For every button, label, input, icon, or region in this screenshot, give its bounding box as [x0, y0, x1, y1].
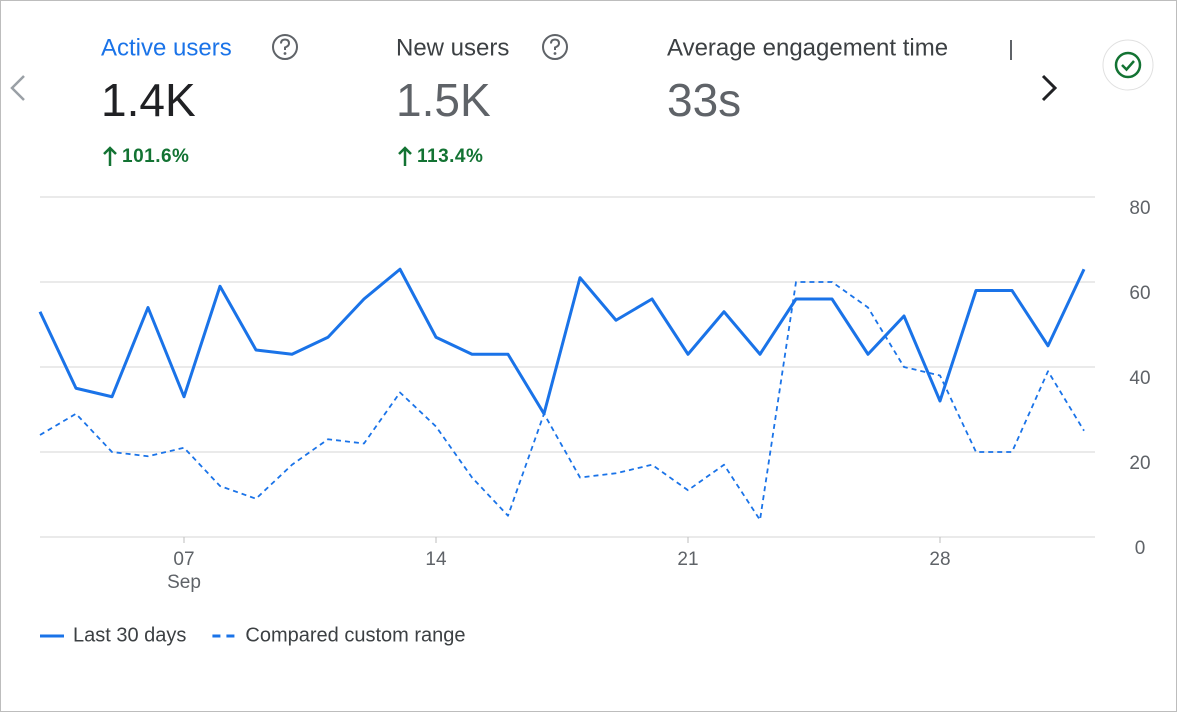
metric-change: 113.4% [417, 146, 483, 167]
metric-new-users[interactable]: New users 1.5K 113.4% [396, 34, 568, 167]
x-month-label: Sep [167, 572, 201, 593]
x-tick-label: 21 [677, 549, 698, 570]
metric-change: 101.6% [122, 146, 189, 167]
help-glyph [550, 38, 561, 50]
status-icon-check [1121, 60, 1135, 72]
up-arrow [103, 146, 117, 166]
y-tick-label: 20 [1129, 453, 1150, 474]
status-icon-bg [1102, 39, 1154, 91]
help-glyph [280, 38, 291, 50]
help-icon[interactable] [542, 34, 568, 60]
compare-line [39, 281, 1085, 521]
legend-label: Last 30 days [73, 624, 186, 646]
help-ring [542, 34, 568, 60]
x-tick-label: 14 [425, 549, 447, 570]
metric-label: Average engagement time [667, 34, 948, 61]
help-ring [272, 34, 298, 60]
prev-button[interactable] [10, 75, 25, 101]
metric-value: 1.5K [396, 74, 491, 126]
x-tick-label: 28 [929, 549, 950, 570]
up-arrow [398, 146, 412, 166]
next-button[interactable] [1041, 74, 1058, 102]
metric-label: Active users [101, 34, 232, 61]
y-tick-label: 80 [1129, 198, 1150, 219]
help-dot [553, 52, 557, 55]
metric-value: 1.4K [101, 74, 196, 126]
truncation-mark [1010, 40, 1012, 60]
y-tick-label: 40 [1129, 368, 1150, 389]
metric-label: New users [396, 34, 509, 61]
metric-value: 33s [667, 74, 741, 126]
legend-label: Compared custom range [245, 624, 465, 646]
help-dot [283, 52, 287, 55]
help-icon[interactable] [272, 34, 298, 60]
y-tick-label: 60 [1129, 283, 1150, 304]
series-line [38, 267, 1086, 416]
status-icon[interactable] [1102, 39, 1154, 91]
metric-engagement[interactable]: Average engagement time 33s [667, 34, 1012, 126]
status-icon-ring [1114, 51, 1142, 79]
y-tick-label: 0 [1135, 538, 1146, 559]
metric-active-users[interactable]: Active users 1.4K 101.6% [101, 34, 298, 167]
x-tick-label: 07 [173, 549, 194, 570]
